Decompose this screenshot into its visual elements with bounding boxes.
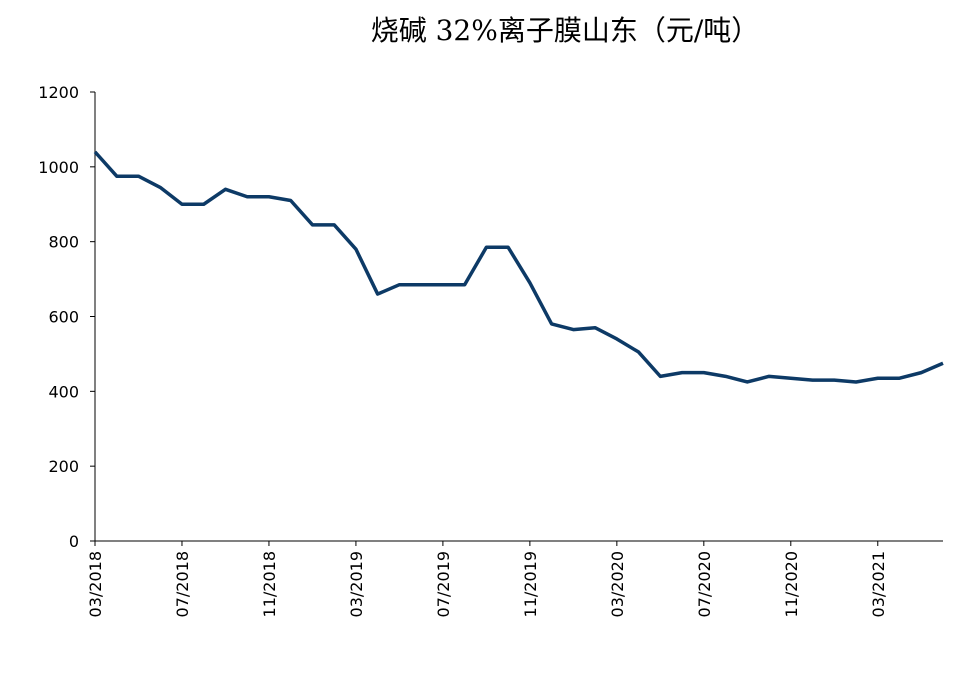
y-tick-label: 400 [48,382,79,401]
x-tick-label: 07/2018 [173,551,192,617]
x-tick-label: 03/2018 [86,551,105,617]
x-tick-label: 03/2021 [869,551,888,617]
x-tick-label: 03/2019 [347,551,366,617]
y-tick-label: 600 [48,308,79,327]
y-tick-label: 1000 [38,158,79,177]
x-tick-label: 07/2020 [695,551,714,617]
x-tick-label: 07/2019 [434,551,453,617]
y-tick-label: 200 [48,457,79,476]
chart-title: 烧碱 32%离子膜山东（元/吨） [371,14,760,47]
x-tick-label: 03/2020 [608,551,627,617]
y-tick-label: 800 [48,233,79,252]
series-line [93,150,944,384]
y-tick-label: 0 [69,532,79,551]
x-tick-label: 11/2018 [260,551,279,617]
x-tick-label: 11/2019 [521,551,540,617]
y-tick-label: 1200 [38,83,79,102]
x-tick-label: 11/2020 [782,551,801,617]
